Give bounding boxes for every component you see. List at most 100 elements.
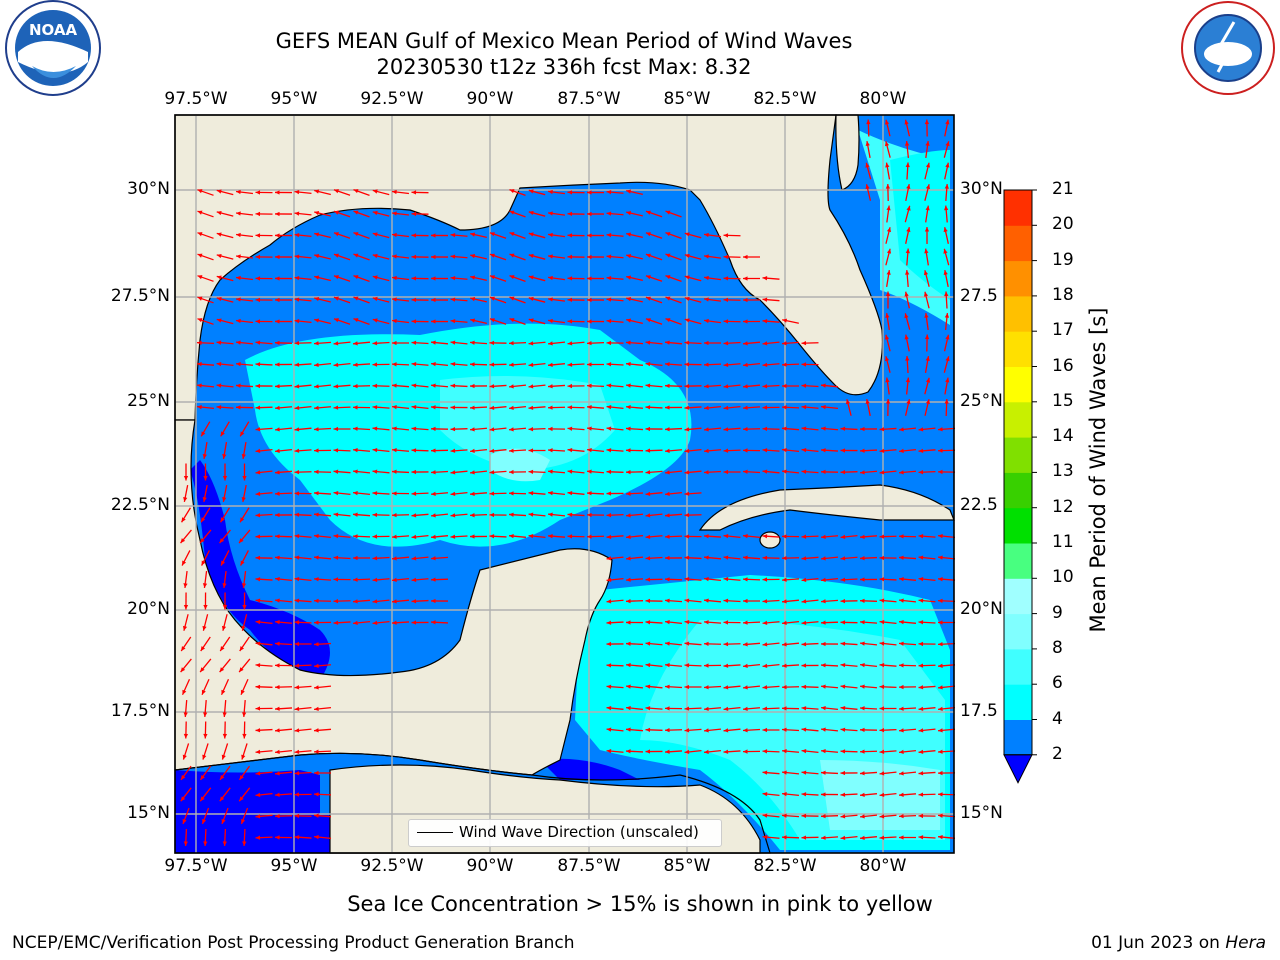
- wave-direction-arrowhead: [762, 297, 768, 302]
- wave-direction-arrowhead: [665, 534, 670, 539]
- wave-direction-arrowhead: [275, 211, 280, 217]
- wave-direction-arrowhead: [392, 491, 397, 496]
- wave-direction-arrowhead: [723, 641, 729, 647]
- wave-direction-arrowhead: [216, 189, 222, 194]
- wave-direction-arrowhead: [242, 841, 247, 846]
- wave-direction-arrowhead: [723, 728, 729, 733]
- wave-direction-arrowhead: [879, 427, 885, 432]
- wave-direction-arrowhead: [918, 771, 924, 776]
- wave-direction-arrowhead: [275, 254, 280, 260]
- wave-direction-arrowhead: [470, 383, 475, 389]
- wave-direction-arrowhead: [743, 319, 748, 324]
- wave-direction-arrowhead: [333, 275, 339, 280]
- wave-direction-arrowhead: [470, 427, 475, 432]
- wave-direction-arrowhead: [938, 555, 943, 560]
- wave-direction-arrowhead: [801, 727, 807, 732]
- wave-direction-arrowhead: [885, 184, 891, 189]
- wave-direction-arrowhead: [567, 254, 573, 260]
- wave-direction-arrowhead: [548, 362, 553, 368]
- wave-direction-arrowhead: [782, 577, 787, 582]
- wave-direction-arrowhead: [665, 275, 671, 280]
- wave-direction-arrowhead: [528, 469, 534, 474]
- wave-direction-arrowhead: [392, 448, 397, 453]
- wave-direction-arrowhead: [860, 835, 865, 841]
- wave-direction-arrowhead: [294, 749, 300, 754]
- wave-direction-arrowhead: [879, 814, 885, 819]
- wave-direction-arrowhead: [606, 340, 612, 346]
- wave-direction-arrowhead: [470, 297, 476, 302]
- wave-direction-arrowhead: [216, 253, 222, 259]
- lon-tick-top: 82.5°W: [753, 89, 817, 109]
- wave-direction-arrowhead: [314, 749, 319, 754]
- wave-direction-arrowhead: [240, 560, 245, 566]
- wave-direction-arrowhead: [821, 383, 826, 388]
- lat-tick-right: 27.5: [960, 286, 998, 306]
- wave-direction-arrowhead: [884, 119, 890, 125]
- wave-direction-arrowhead: [411, 233, 417, 238]
- wave-direction-arrowhead: [203, 712, 208, 717]
- wave-direction-arrowhead: [626, 727, 631, 732]
- wave-direction-arrowhead: [353, 253, 359, 258]
- wave-direction-arrowhead: [885, 291, 891, 297]
- wave-direction-arrowhead: [567, 341, 573, 346]
- wave-direction-arrowhead: [202, 625, 207, 631]
- wave-direction-arrowhead: [801, 663, 807, 668]
- colorbar-title: Mean Period of Wind Waves [s]: [1086, 307, 1110, 633]
- wave-direction-arrowhead: [411, 276, 417, 281]
- wave-direction-arrowhead: [200, 774, 205, 780]
- wave-direction-arrowhead: [216, 275, 222, 280]
- wave-direction-arrowhead: [197, 383, 202, 388]
- wave-direction-arrowhead: [918, 792, 924, 797]
- wave-direction-arrowhead: [222, 583, 227, 588]
- wave-direction-arrowhead: [201, 431, 206, 437]
- wave-direction-arrowhead: [645, 318, 651, 323]
- wave-direction-arrowhead: [704, 663, 709, 668]
- wave-direction-arrowhead: [314, 577, 319, 582]
- wave-direction-arrowhead: [548, 426, 553, 432]
- lat-tick-right: 22.5: [960, 495, 998, 515]
- wave-direction-arrowhead: [489, 340, 495, 346]
- wave-direction-arrowhead: [202, 754, 207, 760]
- wave-direction-arrowhead: [294, 275, 300, 281]
- wave-direction-arrowhead: [392, 556, 397, 561]
- wave-direction-arrowhead: [840, 598, 846, 604]
- colorbar-label: 15: [1052, 390, 1074, 411]
- wave-direction-arrowhead: [840, 770, 846, 776]
- wave-direction-arrowhead: [684, 512, 690, 518]
- wave-direction-arrowhead: [242, 604, 247, 610]
- wave-direction-arrowhead: [431, 254, 436, 260]
- wave-direction-arrowhead: [548, 534, 553, 539]
- wave-direction-arrowhead: [821, 426, 826, 431]
- wave-direction-arrowhead: [509, 362, 514, 367]
- wave-direction-arrowhead: [899, 814, 904, 819]
- wave-direction-arrowhead: [723, 276, 729, 281]
- wave-direction-arrowhead: [333, 232, 339, 237]
- wave-direction-arrowhead: [645, 383, 651, 388]
- wave-direction-arrowhead: [489, 512, 495, 518]
- wave-direction-arrowhead: [197, 296, 203, 301]
- wave-direction-arrowhead: [450, 319, 456, 324]
- wave-direction-arrowhead: [918, 706, 924, 712]
- lat-tick-right: 25°N: [960, 391, 1003, 411]
- wave-direction-arrowhead: [275, 771, 280, 776]
- wave-direction-arrowhead: [240, 689, 245, 695]
- wave-direction-arrowhead: [626, 641, 631, 646]
- wave-direction-arrowhead: [431, 297, 436, 303]
- wave-direction-arrowhead: [684, 448, 690, 454]
- wave-direction-arrowhead: [899, 641, 904, 646]
- wave-direction-arrowhead: [411, 469, 417, 475]
- wave-direction-arrowhead: [470, 448, 475, 454]
- wave-direction-arrowhead: [411, 599, 417, 604]
- wave-direction-arrowhead: [945, 141, 950, 147]
- wave-direction-arrowhead: [567, 211, 573, 217]
- wave-direction-arrowhead: [275, 405, 280, 410]
- wave-direction-arrowhead: [704, 576, 709, 582]
- wave-direction-arrowhead: [255, 771, 261, 776]
- wave-direction-arrowhead: [411, 211, 417, 217]
- wave-direction-arrowhead: [723, 706, 729, 712]
- wave-direction-arrowhead: [489, 491, 495, 496]
- wave-direction-arrowhead: [509, 189, 515, 194]
- wave-direction-arrowhead: [392, 232, 397, 238]
- wave-direction-arrowhead: [180, 796, 186, 802]
- wave-direction-arrowhead: [665, 253, 671, 258]
